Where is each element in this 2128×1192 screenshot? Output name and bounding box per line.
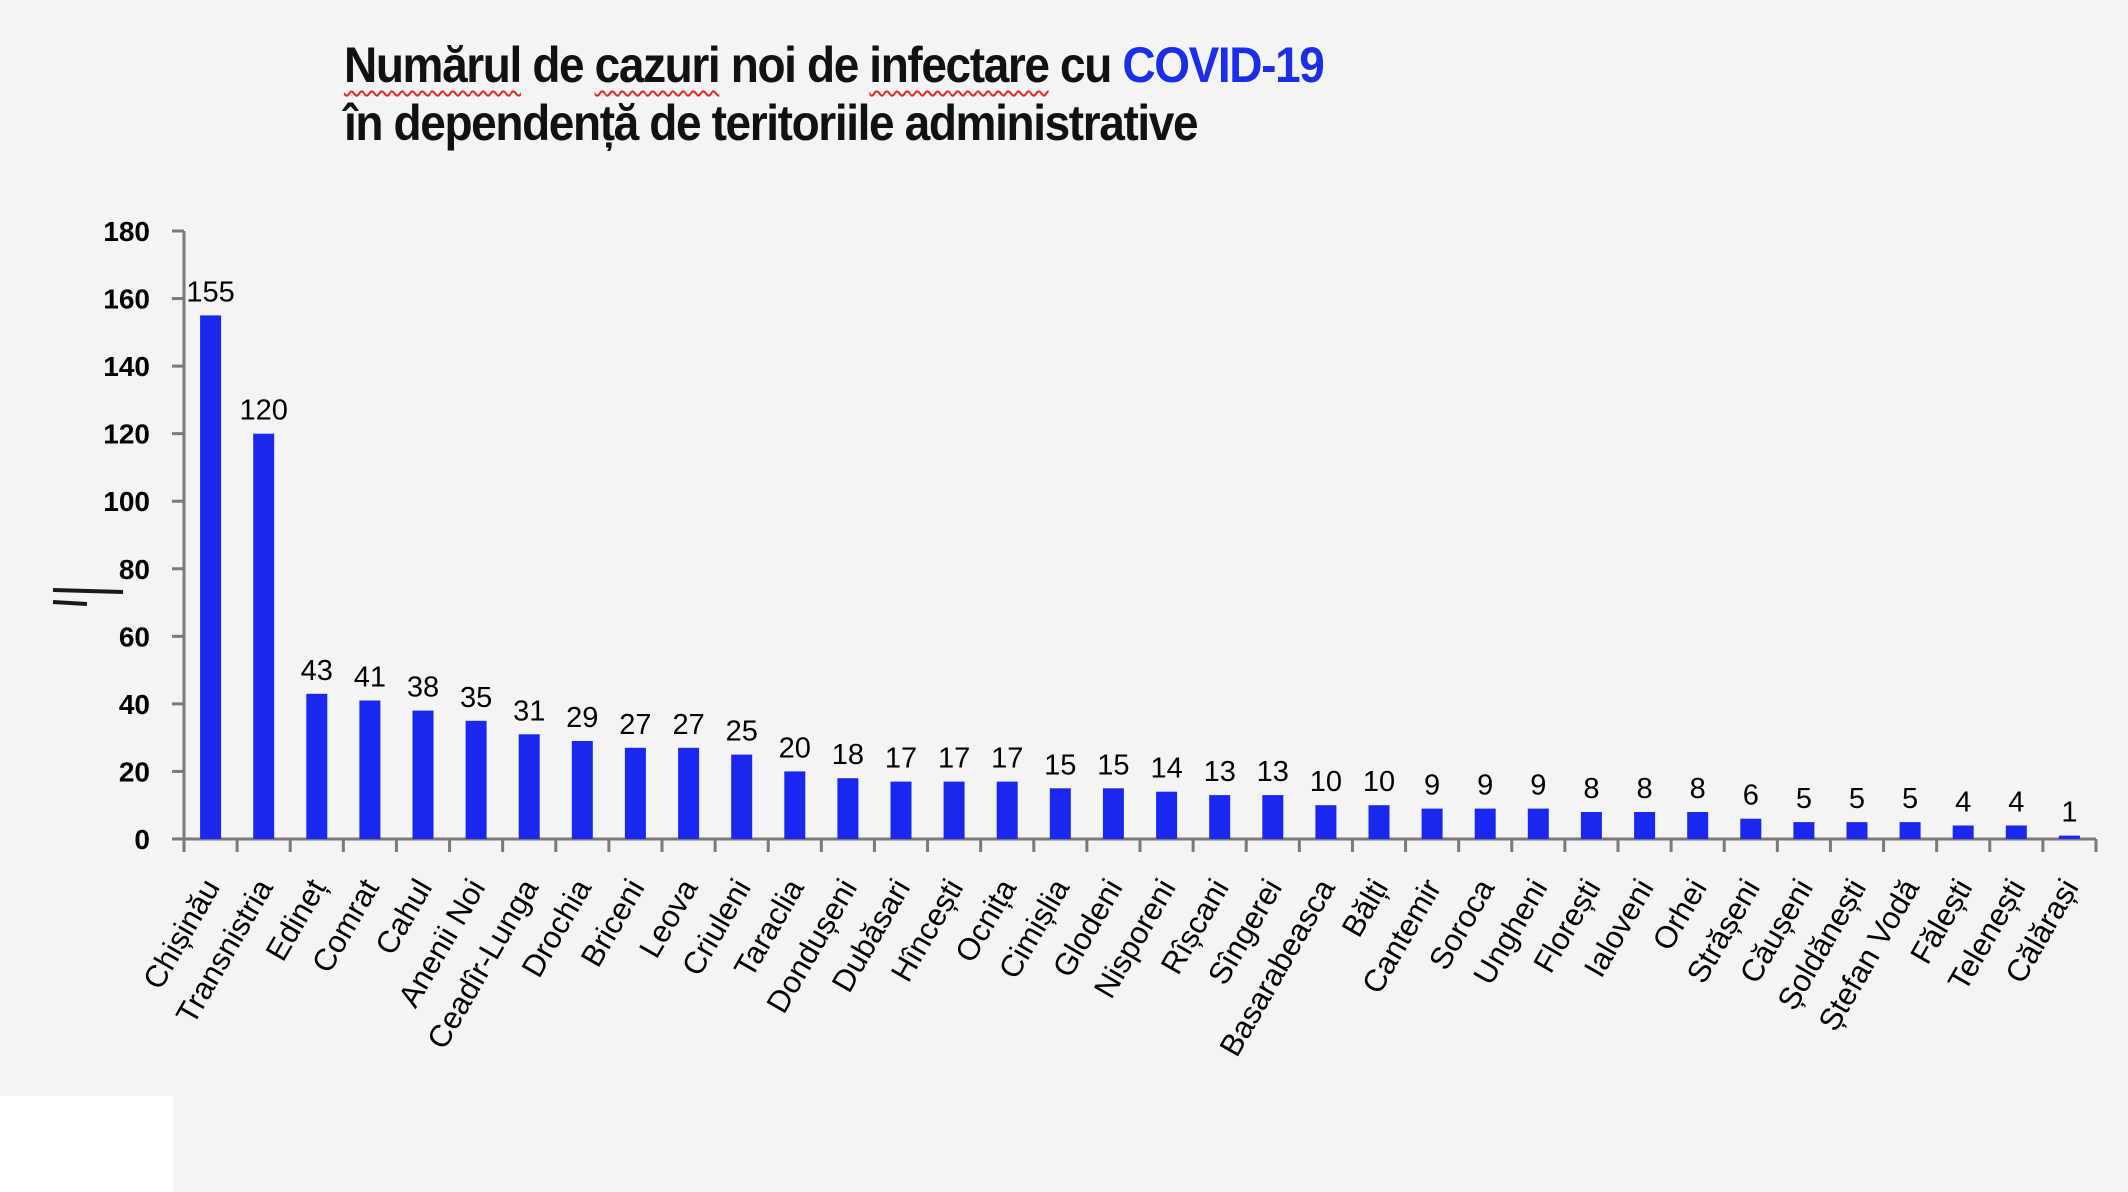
bar-value-label: 13 (1257, 756, 1289, 788)
bar (1952, 825, 1974, 839)
bar-value-label: 10 (1310, 766, 1342, 798)
bar (1209, 795, 1231, 839)
bar-value-label: 35 (460, 682, 492, 714)
bar (1102, 788, 1124, 839)
annotation-stroke (52, 600, 88, 606)
bar (2005, 825, 2027, 839)
bar-value-label: 13 (1204, 756, 1236, 788)
bar (1049, 788, 1071, 839)
bar (1156, 791, 1178, 839)
bar-value-label: 9 (1530, 770, 1546, 802)
bar-value-label: 15 (1097, 749, 1129, 781)
y-tick-label: 120 (103, 419, 150, 450)
bar-value-label: 25 (726, 716, 758, 748)
bar (200, 315, 222, 839)
bar (624, 747, 646, 839)
bar-value-label: 6 (1743, 780, 1759, 812)
bar (1740, 818, 1762, 839)
bar (518, 734, 540, 839)
bar-value-label: 8 (1637, 773, 1653, 805)
bar-value-label: 4 (1955, 787, 1971, 819)
title-word: Numărul (344, 37, 522, 93)
bar-value-label: 9 (1424, 770, 1440, 802)
chart-title: Numărul de cazuri noi de infectare cu CO… (344, 36, 1325, 152)
bar (1315, 805, 1337, 839)
bar-value-label: 5 (1849, 783, 1865, 815)
bar-value-label: 20 (779, 732, 811, 764)
bar (1421, 808, 1443, 839)
title-word: cu (1048, 37, 1123, 93)
title-word: cazuri (594, 37, 721, 93)
title-accent-covid: COVID-19 (1122, 37, 1325, 93)
bar-value-label: 155 (186, 276, 234, 308)
bar (465, 720, 487, 839)
bar (731, 754, 753, 839)
bar-value-label: 120 (240, 395, 288, 427)
bar (253, 433, 275, 839)
title-word: de (520, 37, 595, 93)
bar-value-label: 43 (301, 655, 333, 687)
bar (890, 781, 912, 839)
bar-value-label: 1 (2061, 797, 2077, 829)
bar-value-label: 8 (1690, 773, 1706, 805)
bar (1687, 812, 1709, 839)
y-tick-label: 0 (134, 824, 150, 855)
bar (1474, 808, 1496, 839)
bar-value-label: 17 (991, 743, 1023, 775)
annotation-stroke (52, 588, 124, 594)
bar (306, 693, 328, 839)
bar (784, 771, 806, 839)
y-tick-label: 160 (103, 284, 150, 315)
bar (1262, 795, 1284, 839)
bar-value-label: 41 (354, 662, 386, 694)
y-tick-label: 60 (119, 621, 150, 652)
y-tick-label: 140 (103, 351, 150, 382)
bar-value-label: 5 (1902, 783, 1918, 815)
bar (359, 700, 381, 839)
y-tick-label: 80 (119, 554, 150, 585)
bar (1527, 808, 1549, 839)
bar (571, 741, 593, 839)
bar-value-label: 27 (619, 709, 651, 741)
bar (1368, 805, 1390, 839)
y-tick-label: 180 (103, 216, 150, 247)
y-tick-label: 100 (103, 486, 150, 517)
bar-value-label: 27 (672, 709, 704, 741)
bar-value-label: 38 (407, 672, 439, 704)
bar (412, 710, 434, 839)
bar (1793, 822, 1815, 839)
bar-value-label: 4 (2008, 787, 2024, 819)
bar-value-label: 17 (938, 743, 970, 775)
y-tick-label: 40 (119, 689, 150, 720)
bar (996, 781, 1018, 839)
title-word: infectare (869, 37, 1050, 93)
bar (1634, 812, 1656, 839)
bar (943, 781, 965, 839)
title-line-1: Numărul de cazuri noi de infectare cu CO… (344, 36, 1325, 94)
bar-value-label: 18 (832, 739, 864, 771)
bar (1899, 822, 1921, 839)
title-word: noi de (719, 37, 870, 93)
bar-value-label: 10 (1363, 766, 1395, 798)
bar-value-label: 31 (513, 695, 545, 727)
bar (1580, 812, 1602, 839)
bar (837, 778, 859, 839)
bar-value-label: 29 (566, 702, 598, 734)
bar (678, 747, 700, 839)
bar-value-label: 5 (1796, 783, 1812, 815)
chart-marks: 020406080100120140160180155Chișinău120Tr… (103, 216, 2098, 1062)
title-line-2: în dependență de teritoriile administrat… (344, 95, 1199, 151)
bar-value-label: 17 (885, 743, 917, 775)
y-tick-label: 20 (119, 756, 150, 787)
axis-annotation-marks (52, 588, 124, 606)
bar (2058, 835, 2080, 839)
white-overlay-box (0, 1096, 173, 1192)
bar-value-label: 14 (1150, 753, 1182, 785)
bar-value-label: 9 (1477, 770, 1493, 802)
bar (1846, 822, 1868, 839)
bar-value-label: 8 (1583, 773, 1599, 805)
bar-value-label: 15 (1044, 749, 1076, 781)
